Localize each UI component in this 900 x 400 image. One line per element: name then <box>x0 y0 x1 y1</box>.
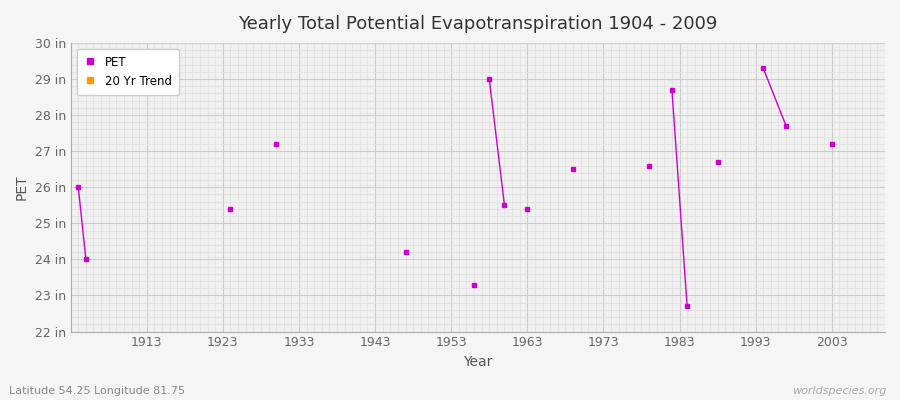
Text: worldspecies.org: worldspecies.org <box>792 386 886 396</box>
Title: Yearly Total Potential Evapotranspiration 1904 - 2009: Yearly Total Potential Evapotranspiratio… <box>238 15 717 33</box>
X-axis label: Year: Year <box>464 355 492 369</box>
Y-axis label: PET: PET <box>15 174 29 200</box>
Text: Latitude 54.25 Longitude 81.75: Latitude 54.25 Longitude 81.75 <box>9 386 185 396</box>
Legend: PET, 20 Yr Trend: PET, 20 Yr Trend <box>76 49 179 95</box>
